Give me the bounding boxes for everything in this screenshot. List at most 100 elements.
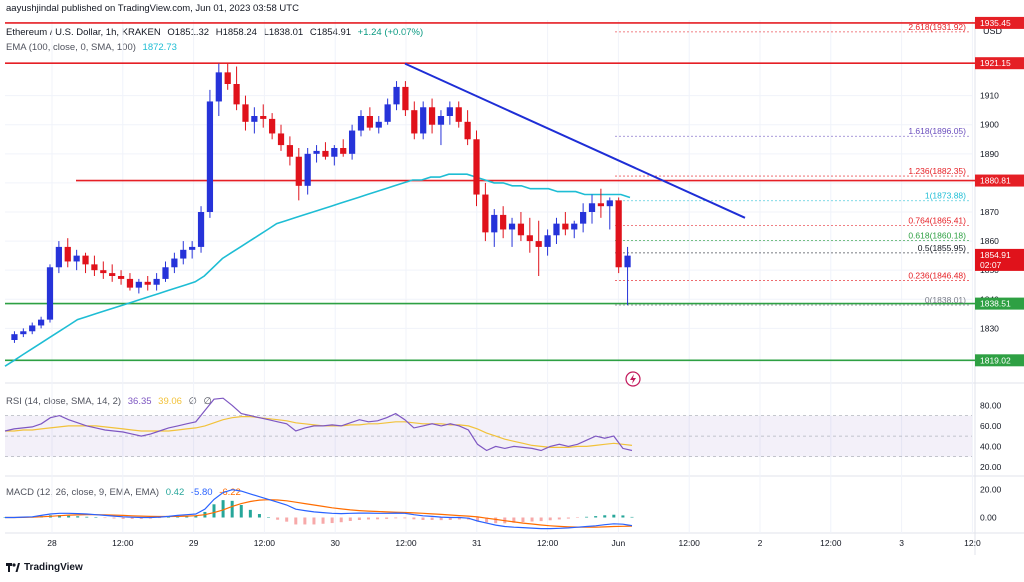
macd-legend: MACD (12, 26, close, 9, EMA, EMA) 0.42 -… <box>6 487 245 498</box>
current-price-label: 1854.91 <box>980 250 1011 260</box>
macd-histogram-bar <box>121 517 125 519</box>
candle-body <box>197 212 205 247</box>
current-price-tag <box>975 248 1024 271</box>
macd-histogram-bar <box>594 516 598 518</box>
candle-body <box>73 255 80 262</box>
resistance-price-tag <box>975 16 1024 29</box>
price-tick-label: 1890 <box>980 149 999 159</box>
time-tick-label: 29 <box>189 538 199 548</box>
candle-body <box>55 246 62 268</box>
candle-body <box>29 325 36 332</box>
rsi-legend: RSI (14, close, SMA, 14, 2) 36.35 39.06 … <box>6 396 216 407</box>
close-value: C1854.91 <box>309 27 352 38</box>
candle-body <box>322 150 329 157</box>
macd-histogram-bar <box>448 517 452 520</box>
candle-body <box>100 270 107 274</box>
rsi-tick-label: 80.00 <box>980 400 1002 410</box>
macd-histogram-bar <box>530 517 534 522</box>
fib-level-label: 0.618(1860.18) <box>908 231 966 241</box>
candle-body <box>357 116 365 131</box>
candle-body <box>571 223 578 230</box>
macd-line-value: -5.80 <box>190 487 213 498</box>
candle-body <box>597 203 605 207</box>
macd-histogram-bar <box>348 517 352 521</box>
candle-body <box>20 331 27 335</box>
time-tick-label: 31 <box>472 538 482 548</box>
ema-legend: EMA (100, close, 0, SMA, 100) 1872.73 <box>6 42 181 53</box>
fib-level-label: 1(1873.88) <box>925 191 966 201</box>
time-tick-label: 3 <box>899 538 904 548</box>
macd-histogram-bar <box>585 516 589 518</box>
macd-histogram-bar <box>421 517 425 520</box>
candle-body <box>473 139 480 195</box>
candle-body <box>366 116 373 128</box>
change-value: +1.24 (+0.07%) <box>357 27 424 38</box>
macd-histogram-bar <box>276 517 280 520</box>
candle-body <box>446 107 453 116</box>
time-tick-label: 28 <box>47 538 57 548</box>
rsi-tick-label: 20.00 <box>980 462 1002 472</box>
macd-histogram-bar <box>521 517 525 523</box>
rsi-line <box>4 397 633 452</box>
macd-histogram-bar <box>321 517 325 524</box>
candle-body <box>286 145 294 157</box>
fib-level-label: 0.236(1846.48) <box>908 270 966 280</box>
candle-body <box>508 223 516 230</box>
high-value: H1858.24 <box>215 27 257 38</box>
macd-histogram-bar <box>439 517 443 521</box>
macd-histogram-bar <box>485 517 489 523</box>
candle-body <box>144 281 151 285</box>
macd-histogram-bar <box>430 517 434 520</box>
candle-body <box>331 148 338 157</box>
macd-histogram-bar <box>312 517 316 525</box>
candle-body <box>304 153 311 186</box>
macd-histogram-bar <box>230 500 234 518</box>
candle-body <box>180 249 187 259</box>
macd-histogram-bar <box>157 517 161 519</box>
macd-histogram-bar <box>630 516 634 518</box>
macd-histogram-bar <box>267 517 271 518</box>
time-tick-label: 12:00 <box>820 538 842 548</box>
candle-body <box>277 133 285 146</box>
candle-body <box>562 223 569 230</box>
macd-histogram-bar <box>303 517 307 525</box>
candle-body <box>91 264 98 271</box>
symbol-legend: Ethereum / U.S. Dollar, 1h, KRAKEN O1851… <box>6 27 427 38</box>
fib-level-label: 0(1838.01) <box>925 295 966 305</box>
rsi-extra-2: ∅ <box>203 396 212 407</box>
fib-level-label: 1.236(1882.35) <box>908 166 966 176</box>
price-tick-label: 1870 <box>980 207 999 217</box>
price-tick-label: 1830 <box>980 323 999 333</box>
candle-body <box>517 223 525 236</box>
support-price-label: 1838.51 <box>980 299 1011 309</box>
candle-body <box>544 235 551 247</box>
candle-body <box>126 278 134 288</box>
macd-histogram-bar <box>167 517 171 518</box>
candle-body <box>153 278 160 285</box>
macd-histogram-bar <box>58 515 62 518</box>
macd-histogram-bar <box>330 517 334 524</box>
candle-body <box>384 104 391 122</box>
rsi-tick-label: 40.00 <box>980 441 1002 451</box>
ema-label: EMA (100, close, 0, SMA, 100) <box>6 42 136 53</box>
time-tick-label: 12:00 <box>679 538 701 548</box>
macd-histogram-bar <box>394 517 398 519</box>
candle-body <box>535 241 542 247</box>
candle-body <box>588 203 596 212</box>
rsi-label: RSI (14, close, SMA, 14, 2) <box>6 396 122 407</box>
candle-body <box>313 150 320 154</box>
macd-label: MACD (12, 26, close, 9, EMA, EMA) <box>6 487 160 498</box>
macd-histogram-bar <box>339 517 343 523</box>
macd-signal-line <box>5 499 633 528</box>
tradingview-logo-icon <box>6 563 20 572</box>
time-tick-label: 12:0 <box>964 538 981 548</box>
low-value: L1838.01 <box>263 27 304 38</box>
candle-body <box>606 200 613 207</box>
macd-histogram-bar <box>457 517 461 520</box>
macd-histogram-bar <box>130 517 134 519</box>
macd-histogram-bar <box>403 517 407 519</box>
candle-body <box>260 116 267 119</box>
macd-histogram-bar <box>612 514 616 518</box>
resistance-price-tag <box>975 174 1024 187</box>
